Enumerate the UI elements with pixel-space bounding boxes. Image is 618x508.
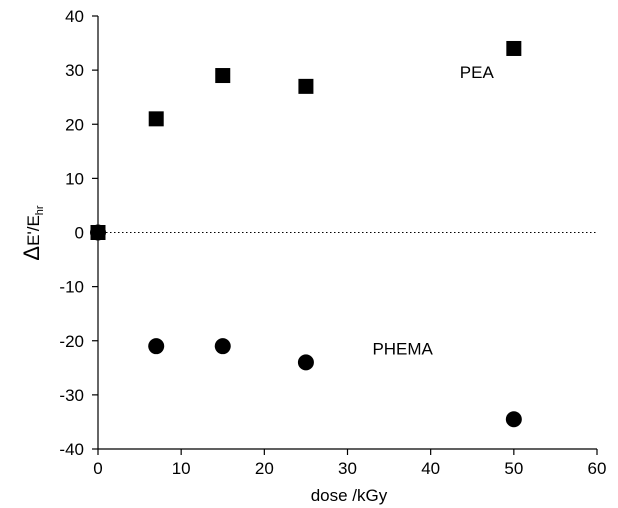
y-axis-title-subscript: hr	[34, 205, 46, 215]
ticks: 0 10 20 30 40 50 60 -40 -30 -20 -10 0 10 20 30 40	[59, 7, 606, 478]
x-axis-title: dose /kGy	[311, 486, 388, 505]
y-tick-label: 30	[65, 61, 84, 80]
point-phema	[148, 338, 165, 355]
y-tick-label: 40	[65, 7, 84, 26]
y-axis-title-delta: Δ	[19, 246, 44, 261]
point-pea	[506, 40, 522, 56]
y-tick-label: 10	[65, 169, 84, 188]
point-phema	[214, 338, 231, 355]
point-pea	[298, 78, 314, 94]
x-tick-label: 20	[255, 459, 274, 478]
y-axis-title-main: E'/E	[24, 215, 43, 246]
series-label-pea: PEA	[460, 63, 495, 82]
y-tick-label: 0	[75, 224, 84, 243]
x-tick-label: 30	[338, 459, 357, 478]
x-tick-label: 10	[172, 459, 191, 478]
point-phema	[297, 354, 314, 371]
x-tick-label: 50	[504, 459, 523, 478]
x-tick-label: 60	[588, 459, 607, 478]
series-labels: PEA PHEMA	[372, 63, 494, 358]
data-points	[90, 40, 522, 428]
x-tick-label: 40	[421, 459, 440, 478]
y-tick-label: -10	[59, 278, 84, 297]
point-pea	[148, 111, 164, 127]
point-phema	[505, 411, 522, 428]
y-tick-label: -20	[59, 332, 84, 351]
series-label-phema: PHEMA	[372, 339, 433, 358]
y-axis-title: ΔE'/Ehr	[19, 205, 46, 260]
y-tick-label: -40	[59, 440, 84, 459]
y-tick-label: -30	[59, 386, 84, 405]
y-tick-label: 20	[65, 115, 84, 134]
x-tick-label: 0	[93, 459, 102, 478]
point-phema	[90, 224, 106, 241]
point-pea	[215, 68, 231, 84]
